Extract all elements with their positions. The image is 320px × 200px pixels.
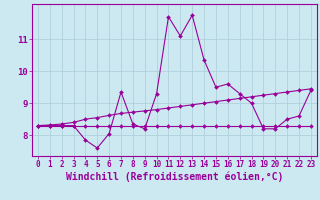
X-axis label: Windchill (Refroidissement éolien,°C): Windchill (Refroidissement éolien,°C): [66, 172, 283, 182]
